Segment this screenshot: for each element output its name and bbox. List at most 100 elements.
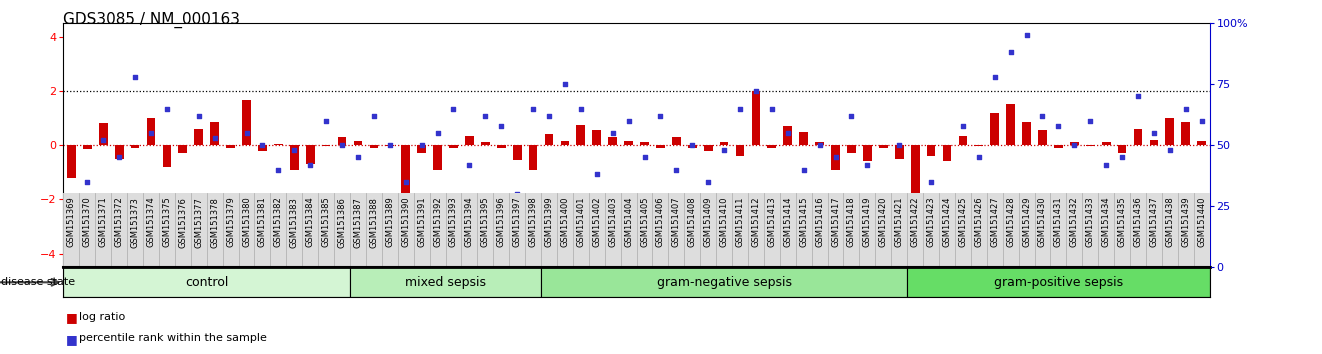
Point [204, 135, 225, 141]
Bar [67, 145, 75, 178]
Text: GSM151374: GSM151374 [147, 197, 156, 247]
Point [617, 118, 639, 124]
Bar [576, 125, 586, 145]
Point [825, 155, 846, 160]
Text: GSM151392: GSM151392 [434, 197, 442, 247]
Text: GSM151372: GSM151372 [115, 197, 124, 247]
Bar [350, 267, 541, 297]
Point [841, 113, 862, 119]
Text: GSM151382: GSM151382 [274, 197, 283, 247]
Bar [497, 145, 505, 148]
Text: GSM151422: GSM151422 [911, 197, 920, 247]
Text: GSM151398: GSM151398 [529, 197, 538, 247]
Bar [847, 145, 855, 153]
Bar [449, 145, 457, 148]
Text: GSM151431: GSM151431 [1054, 197, 1063, 247]
Bar [879, 145, 887, 148]
Text: GSM151410: GSM151410 [719, 197, 728, 247]
Point [666, 167, 687, 172]
Text: GSM151436: GSM151436 [1133, 197, 1142, 247]
Text: GSM151423: GSM151423 [927, 197, 936, 247]
Bar [911, 145, 920, 227]
Point [682, 142, 703, 148]
Text: GSM151417: GSM151417 [832, 197, 839, 247]
Bar [990, 113, 999, 145]
Text: GSM151425: GSM151425 [958, 197, 968, 247]
Point [1048, 123, 1069, 129]
Bar [529, 145, 538, 170]
Text: GSM151415: GSM151415 [800, 197, 808, 247]
Bar [1134, 129, 1142, 145]
Bar [703, 145, 713, 150]
Point [1175, 106, 1196, 112]
Text: GSM151416: GSM151416 [816, 197, 824, 247]
Point [61, 235, 82, 241]
Point [172, 235, 193, 241]
Text: GSM151389: GSM151389 [385, 197, 394, 247]
Point [984, 74, 1005, 80]
Text: GSM151380: GSM151380 [242, 197, 251, 247]
Text: GSM151439: GSM151439 [1182, 197, 1190, 247]
Text: GSM151414: GSM151414 [783, 197, 792, 247]
Text: GSM151427: GSM151427 [990, 197, 999, 247]
Bar [752, 91, 760, 145]
Bar [321, 145, 330, 147]
Point [809, 142, 830, 148]
Bar [434, 145, 442, 170]
Bar [958, 136, 968, 145]
Bar [592, 130, 602, 145]
Point [1159, 147, 1181, 153]
Point [888, 142, 910, 148]
Bar [863, 145, 871, 161]
Bar [305, 145, 315, 164]
Bar [816, 142, 824, 145]
Text: GSM151406: GSM151406 [656, 197, 665, 247]
Point [140, 130, 161, 136]
Point [93, 137, 114, 143]
Bar [1150, 140, 1158, 145]
Text: GSM151373: GSM151373 [131, 197, 140, 247]
Bar [178, 145, 188, 153]
Point [968, 155, 989, 160]
Bar [1117, 145, 1126, 153]
Text: gram-negative sepsis: gram-negative sepsis [657, 276, 792, 289]
Bar [63, 267, 350, 297]
Text: GSM151405: GSM151405 [640, 197, 649, 247]
Text: GSM151378: GSM151378 [210, 197, 219, 247]
Point [1080, 118, 1101, 124]
Text: GSM151438: GSM151438 [1165, 197, 1174, 247]
Point [777, 130, 798, 136]
Point [156, 106, 177, 112]
Bar [242, 101, 251, 145]
Point [1191, 118, 1212, 124]
Text: log ratio: log ratio [79, 312, 126, 321]
Point [730, 106, 751, 112]
Text: GSM151376: GSM151376 [178, 197, 188, 247]
Text: GSM151428: GSM151428 [1006, 197, 1015, 247]
Bar [656, 145, 665, 148]
Point [1144, 130, 1165, 136]
Point [1017, 33, 1038, 38]
Bar [907, 267, 1210, 297]
Point [506, 191, 527, 197]
Bar [115, 145, 123, 159]
Point [427, 130, 448, 136]
Bar [624, 141, 633, 145]
Bar [672, 137, 681, 145]
Point [1064, 142, 1085, 148]
Bar [370, 145, 378, 148]
Text: GSM151420: GSM151420 [879, 197, 888, 247]
Point [316, 118, 337, 124]
Bar [832, 145, 839, 170]
Point [698, 179, 719, 185]
Bar [1182, 122, 1190, 145]
Bar [561, 141, 570, 145]
Point [999, 50, 1021, 55]
Point [714, 147, 735, 153]
Point [554, 81, 575, 87]
Text: GSM151369: GSM151369 [67, 197, 75, 247]
Text: GSM151396: GSM151396 [497, 197, 506, 247]
Point [650, 113, 672, 119]
Text: GSM151403: GSM151403 [608, 197, 617, 247]
Text: GSM151371: GSM151371 [99, 197, 108, 247]
